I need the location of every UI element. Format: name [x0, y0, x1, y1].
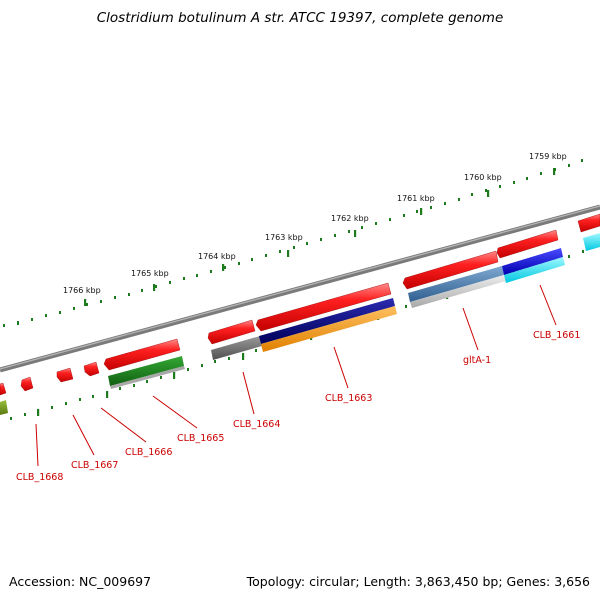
leader-clb-1661	[539, 284, 557, 326]
leader-clb-1664	[242, 371, 255, 415]
leader-clb-1666	[100, 407, 147, 443]
outer-scale-ring	[3, 159, 583, 327]
feature-bar-green-light	[110, 366, 185, 389]
gene-arrow-gltA-1	[402, 250, 499, 290]
gene-arrow-clb-1668	[20, 376, 34, 392]
feature-bar-cyan-edge	[583, 233, 600, 251]
gene-label-clb-1664: CLB_1664	[233, 419, 280, 430]
gene-arrow-clb-1665	[103, 338, 181, 371]
scale-label-1759: 1759 kbp	[529, 152, 567, 161]
gene-arrow-clb-1661	[496, 229, 559, 259]
feature-bar-cyan	[504, 257, 565, 283]
gene-arrow-edge-left	[0, 382, 7, 396]
gene-arrow-clb-1666	[83, 361, 100, 377]
leader-clb-1665	[152, 395, 198, 429]
feature-bar-green	[108, 356, 184, 386]
scale-label-1764: 1764 kbp	[198, 252, 236, 261]
feature-bar-navy	[259, 298, 395, 344]
leader-clb-1668	[35, 423, 39, 467]
accession-text: Accession: NC_009697	[9, 574, 152, 589]
gene-arrow-edge-right	[577, 213, 600, 233]
scale-label-1760: 1760 kbp	[464, 173, 502, 182]
genome-backbone	[0, 204, 600, 373]
gene-label-clb-1667: CLB_1667	[71, 460, 118, 471]
gene-arrow-clb-1667	[56, 367, 74, 383]
feature-bar-olive-edge	[0, 400, 8, 415]
gene-arrow-clb-1663	[255, 282, 392, 332]
gene-label-clb-1663: CLB_1663	[325, 393, 372, 404]
feature-bar-silver	[410, 275, 506, 308]
feature-bar-orange	[261, 306, 397, 352]
scale-label-1765: 1765 kbp	[131, 269, 169, 278]
gene-label-clb-1666: CLB_1666	[125, 447, 172, 458]
gene-label-clb-1661: CLB_1661	[533, 330, 580, 341]
gene-arrows	[0, 213, 600, 396]
feature-bar-steel	[408, 266, 504, 302]
feature-bar-gray	[211, 336, 262, 360]
gene-label-clb-1668: CLB_1668	[16, 472, 63, 483]
map-title: Clostridium botulinum A str. ATCC 19397,…	[96, 10, 504, 26]
gene-arrow-clb-1664	[207, 319, 256, 345]
scale-label-1761: 1761 kbp	[397, 194, 435, 203]
scale-label-1763: 1763 kbp	[265, 233, 303, 242]
scale-label-1762: 1762 kbp	[331, 214, 369, 223]
leader-clb-1663	[333, 346, 349, 389]
scale-label-1766: 1766 kbp	[63, 286, 101, 295]
feature-bar-blue	[502, 248, 563, 275]
gene-label-clb-1665: CLB_1665	[177, 433, 224, 444]
genome-backbone-highlight	[0, 205, 600, 370]
gene-label-gltA-1: gltA-1	[463, 355, 491, 366]
genome-summary-text: Topology: circular; Length: 3,863,450 bp…	[246, 574, 590, 589]
leader-clb-1667	[72, 414, 95, 456]
leader-gltA-1	[462, 307, 479, 351]
